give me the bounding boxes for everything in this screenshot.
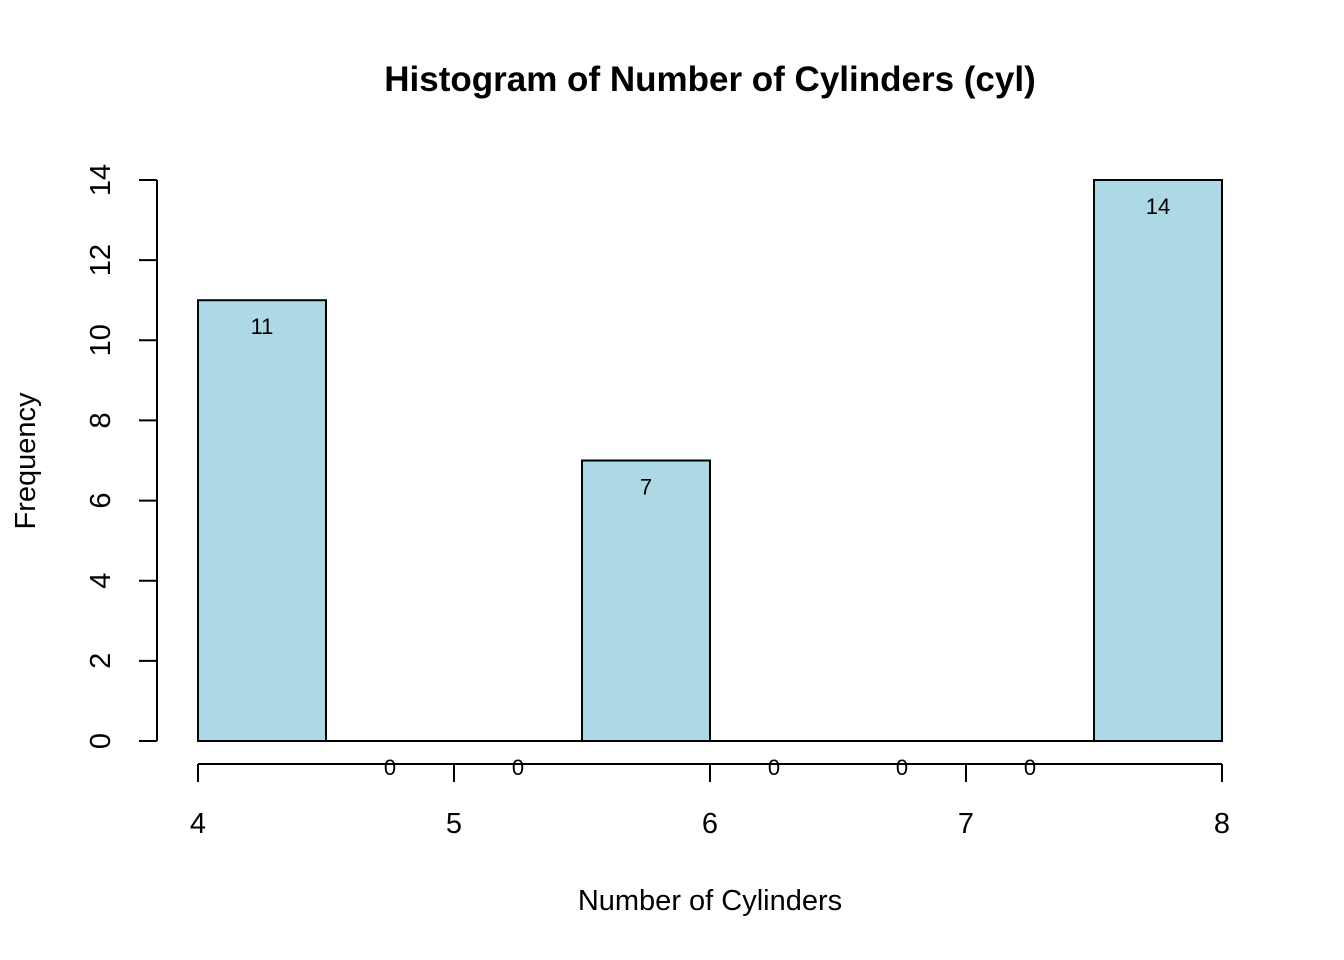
y-tick-label: 12 — [85, 244, 117, 276]
chart-title: Histogram of Number of Cylinders (cyl) — [384, 60, 1035, 99]
histogram-bar — [581, 459, 711, 742]
bar-count-label: 14 — [1146, 194, 1170, 219]
y-tick-label: 6 — [85, 493, 117, 509]
y-tick-label: 2 — [85, 653, 117, 669]
bar-count-label: 11 — [251, 314, 274, 339]
bar-labels-group: 11 0 0 7 0 0 0 14 — [251, 194, 1171, 780]
bar-count-label: 0 — [896, 755, 908, 780]
bars-group — [197, 179, 1223, 742]
x-tick-label: 7 — [958, 808, 974, 840]
y-axis-label: Frequency — [10, 392, 42, 530]
y-axis: 0 2 4 6 8 10 12 14 — [85, 164, 158, 749]
bar-count-label: 0 — [768, 755, 780, 780]
x-tick-label: 6 — [702, 808, 718, 840]
bar-count-label: 7 — [640, 475, 652, 500]
histogram-bar — [1093, 179, 1223, 742]
histogram-bar — [197, 299, 327, 742]
bar-count-label: 0 — [1024, 755, 1036, 780]
y-tick-label: 8 — [85, 412, 117, 428]
y-tick-label: 0 — [85, 733, 117, 749]
y-tick-label: 4 — [85, 573, 117, 589]
x-tick-label: 4 — [190, 808, 206, 840]
bar-count-label: 0 — [384, 755, 396, 780]
y-tick-label: 10 — [85, 324, 117, 356]
y-tick-label: 14 — [85, 164, 117, 196]
x-tick-label: 8 — [1214, 808, 1230, 840]
x-axis: 4 5 6 7 8 — [190, 763, 1230, 840]
x-axis-label: Number of Cylinders — [578, 885, 842, 917]
bar-count-label: 0 — [512, 755, 524, 780]
x-tick-label: 5 — [446, 808, 462, 840]
